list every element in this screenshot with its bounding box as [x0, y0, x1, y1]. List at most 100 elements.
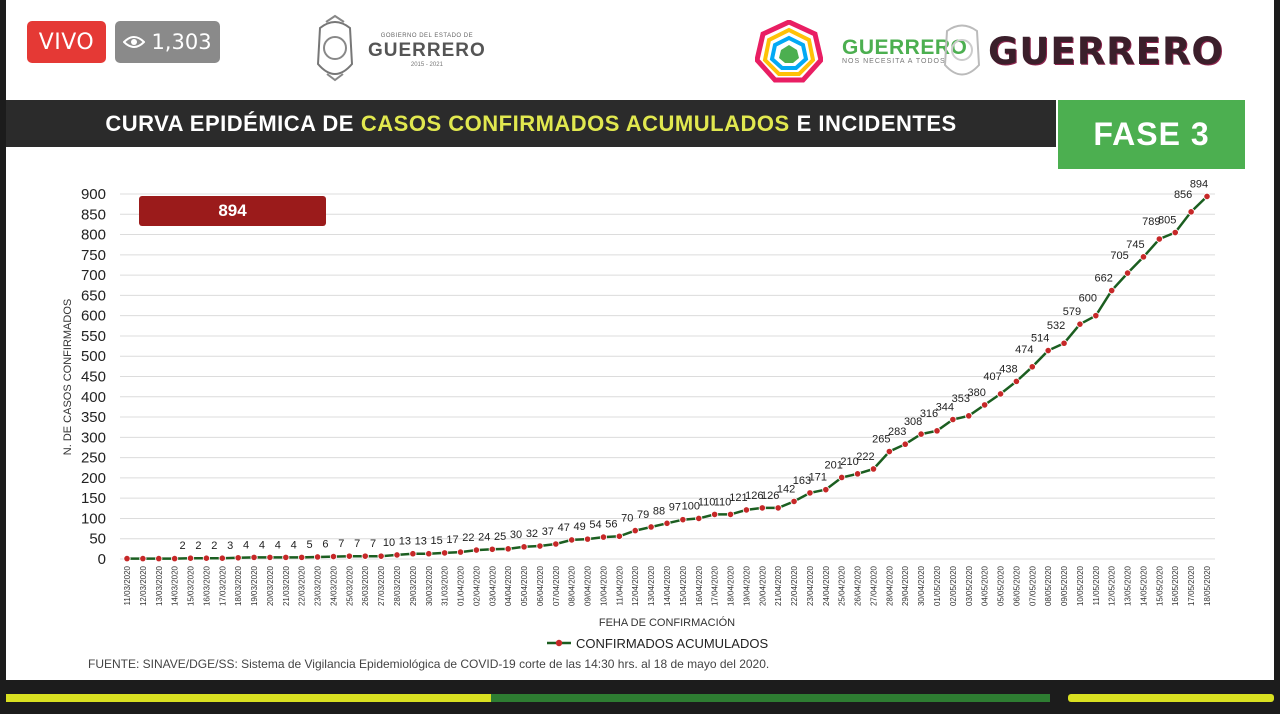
data-point: [790, 497, 798, 506]
x-tick-label: 14/05/2020: [1139, 565, 1148, 606]
data-label: 110: [714, 496, 732, 508]
x-tick-label: 17/03/2020: [218, 565, 227, 606]
data-point: [1203, 192, 1211, 201]
y-tick-label: 550: [81, 328, 106, 345]
x-tick-label: 15/03/2020: [187, 565, 196, 606]
x-tick-label: 16/05/2020: [1171, 565, 1180, 606]
data-label: 7: [354, 538, 360, 550]
data-label: 25: [494, 531, 506, 543]
state-seal-icon: [316, 14, 354, 82]
data-point: [933, 427, 941, 435]
data-point: [806, 489, 814, 497]
data-point: [345, 552, 353, 560]
data-label: 79: [637, 509, 649, 521]
legend-marker: [555, 639, 563, 647]
data-point: [822, 486, 830, 494]
y-tick-label: 100: [81, 510, 106, 527]
x-tick-label: 14/03/2020: [171, 565, 180, 606]
data-point: [1108, 286, 1116, 295]
x-tick-label: 05/04/2020: [520, 565, 529, 606]
data-label: 171: [809, 472, 827, 484]
data-point: [981, 401, 989, 409]
x-tick-label: 02/05/2020: [949, 565, 958, 606]
data-point: [250, 553, 258, 561]
data-point: [234, 554, 242, 562]
x-tick-label: 15/05/2020: [1155, 565, 1164, 606]
slogan-subtitle: NOS NECESITA A TODOS: [842, 58, 946, 65]
data-point: [488, 545, 496, 553]
data-point: [171, 554, 179, 563]
data-point: [536, 542, 544, 550]
data-label: 97: [669, 502, 681, 514]
x-tick-label: 23/03/2020: [314, 565, 323, 606]
data-point: [186, 554, 195, 562]
y-tick-label: 400: [81, 389, 106, 406]
data-point: [599, 533, 608, 541]
data-label: 7: [370, 538, 376, 550]
data-label: 13: [399, 536, 411, 548]
data-label: 4: [291, 539, 297, 551]
data-label: 37: [542, 526, 554, 538]
data-label: 407: [983, 371, 1001, 383]
y-tick-label: 250: [81, 450, 106, 467]
x-tick-label: 11/05/2020: [1092, 565, 1101, 605]
data-point: [1139, 253, 1148, 261]
data-point: [202, 554, 211, 562]
x-tick-label: 06/04/2020: [536, 565, 545, 606]
x-tick-label: 11/03/2020: [123, 565, 132, 605]
data-point: [758, 504, 766, 512]
data-label: 6: [322, 539, 328, 551]
x-tick-label: 19/03/2020: [250, 565, 259, 606]
data-label: 7: [338, 538, 344, 550]
data-label: 126: [745, 490, 763, 502]
data-label: 856: [1174, 189, 1192, 201]
x-tick-label: 04/04/2020: [504, 565, 513, 606]
x-tick-label: 09/04/2020: [584, 565, 593, 606]
x-tick-label: 29/03/2020: [409, 565, 418, 606]
x-tick-label: 16/04/2020: [695, 565, 704, 606]
x-tick-label: 23/04/2020: [806, 565, 815, 606]
state-government-logo: GOBIERNO DEL ESTADO DE GUERRERO 2015 - 2…: [312, 14, 486, 86]
data-label: 344: [936, 401, 954, 413]
series-line: [127, 195, 1208, 560]
data-point: [965, 412, 973, 420]
data-label: 514: [1031, 333, 1049, 345]
data-point: [441, 549, 449, 557]
title-part2: E INCIDENTES: [796, 110, 957, 136]
y-tick-label: 600: [81, 308, 106, 325]
x-tick-label: 06/05/2020: [1012, 565, 1021, 606]
legend-label: CONFIRMADOS ACUMULADOS: [576, 636, 768, 651]
data-label: 438: [999, 363, 1017, 375]
data-label: 13: [415, 536, 427, 548]
y-tick-label: 450: [81, 369, 106, 386]
x-tick-label: 22/03/2020: [298, 565, 307, 606]
x-tick-label: 03/04/2020: [488, 565, 497, 606]
x-tick-label: 07/04/2020: [552, 565, 561, 606]
data-label: 22: [462, 532, 474, 544]
footer-bar-yellow-right: [1068, 694, 1274, 702]
data-point: [949, 415, 957, 424]
y-tick-label: 650: [81, 287, 106, 304]
data-point: [155, 554, 163, 563]
data-point: [583, 535, 592, 543]
x-tick-label: 14/04/2020: [663, 565, 672, 606]
x-tick-label: 09/05/2020: [1060, 565, 1069, 606]
data-label: 32: [526, 528, 538, 540]
gov-name: GUERRERO: [368, 39, 486, 61]
data-label: 201: [825, 459, 843, 471]
total-cases-box: 894: [139, 196, 326, 226]
data-point: [901, 440, 909, 448]
x-tick-label: 15/04/2020: [679, 565, 688, 606]
data-label: 88: [653, 505, 665, 517]
data-point: [1076, 320, 1084, 328]
x-tick-label: 12/05/2020: [1108, 565, 1117, 606]
y-tick-label: 900: [81, 186, 106, 203]
x-tick-label: 25/04/2020: [838, 565, 847, 606]
data-point: [1171, 228, 1179, 237]
y-tick-label: 750: [81, 247, 106, 264]
x-tick-label: 16/03/2020: [202, 565, 211, 606]
data-point: [139, 554, 147, 563]
data-label: 142: [777, 483, 795, 495]
x-tick-label: 25/03/2020: [345, 565, 354, 606]
x-tick-label: 30/04/2020: [917, 565, 926, 606]
